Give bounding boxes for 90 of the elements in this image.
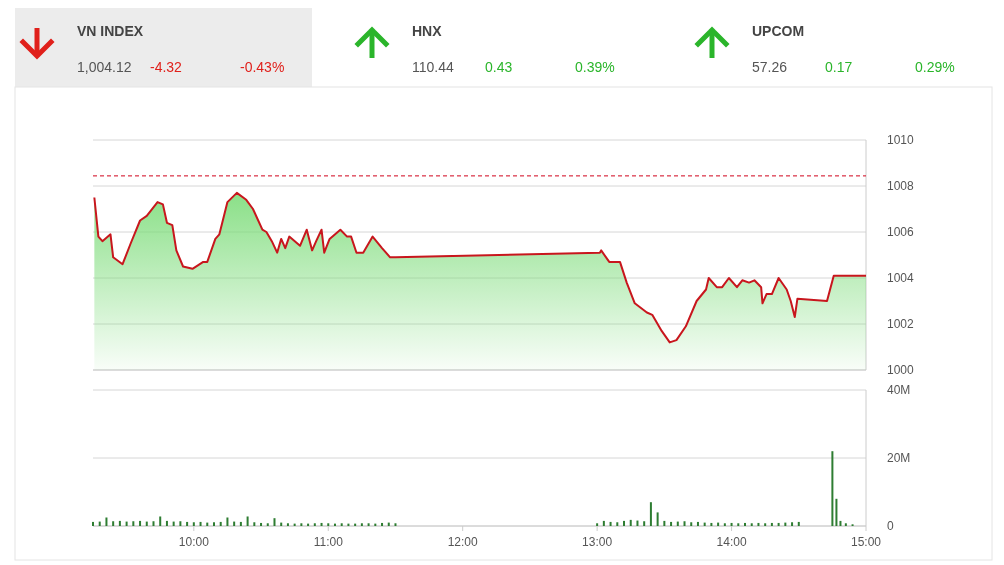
bar	[602, 520, 605, 526]
y-tick-label: 0	[887, 519, 894, 534]
bar	[219, 521, 222, 526]
bar	[340, 523, 343, 526]
bar	[656, 512, 659, 526]
x-tick-label: 11:00	[313, 535, 344, 549]
bar	[186, 521, 189, 526]
bar	[139, 520, 142, 526]
bar	[690, 522, 693, 526]
bar	[246, 516, 249, 526]
x-tick-label: 12:00	[447, 535, 479, 549]
y-tick-label: 1004	[887, 271, 915, 286]
data-label: -0.43%	[240, 59, 285, 75]
y-tick-label: 1010	[887, 133, 915, 148]
category-label: HNX	[412, 23, 443, 39]
bar	[132, 521, 135, 526]
bar	[92, 521, 94, 526]
y-tick-label: 40M	[887, 383, 911, 398]
bar	[764, 523, 767, 526]
bar	[300, 523, 303, 526]
bar	[260, 522, 263, 526]
bar	[723, 523, 726, 526]
bar	[616, 522, 619, 526]
bar	[596, 523, 599, 526]
bar	[750, 523, 753, 526]
text: 110.44	[412, 59, 454, 75]
bar	[273, 518, 276, 526]
bar	[192, 522, 195, 526]
bar	[105, 517, 108, 526]
bar	[839, 520, 842, 526]
x-tick-label: 15:00	[850, 535, 882, 549]
bar	[286, 523, 289, 526]
bar	[159, 516, 162, 526]
bar	[629, 519, 632, 526]
bar	[696, 521, 699, 526]
bar	[266, 523, 269, 526]
bar	[179, 521, 182, 526]
y-tick-label: 1002	[887, 317, 915, 332]
data-label: 0.43	[485, 59, 513, 75]
bar	[744, 522, 747, 526]
y-tick-label: 20M	[887, 451, 911, 466]
bar	[844, 523, 847, 526]
bar	[253, 522, 256, 526]
bar	[360, 523, 363, 526]
bar	[643, 521, 646, 526]
bar	[770, 522, 773, 526]
text: 57.26	[752, 59, 788, 75]
bar	[394, 523, 397, 526]
y-tick-label: 1006	[887, 225, 915, 240]
text: 1,004.12	[77, 59, 132, 75]
bar	[649, 502, 652, 526]
bar	[791, 522, 794, 526]
bar	[165, 520, 168, 526]
bar	[737, 523, 740, 526]
data-label: -4.32	[150, 59, 183, 75]
bar	[112, 521, 115, 526]
bar	[663, 520, 666, 526]
bar	[797, 521, 800, 526]
bar	[623, 520, 626, 526]
bar	[118, 520, 121, 526]
bar	[683, 521, 686, 526]
bar	[199, 521, 202, 526]
bar	[777, 522, 780, 526]
bar	[730, 522, 733, 526]
data-label: 0.17	[825, 59, 853, 75]
y-tick-label: 1008	[887, 179, 915, 194]
bar	[327, 523, 330, 526]
x-tick-label: 10:00	[178, 535, 210, 549]
bar	[226, 517, 229, 526]
bar	[670, 521, 673, 526]
x-tick-label: 13:00	[582, 535, 613, 549]
bar	[239, 521, 242, 526]
bar	[609, 521, 612, 526]
bar	[710, 522, 713, 526]
bar	[212, 522, 215, 526]
category-label: VN INDEX	[77, 23, 144, 39]
bar	[152, 521, 155, 526]
bar	[381, 522, 384, 526]
bar	[831, 451, 834, 526]
x-tick-label: 14:00	[716, 535, 747, 549]
bar	[320, 522, 323, 526]
bar	[835, 498, 838, 526]
data-label: 0.29%	[915, 59, 955, 75]
category-label: UPCOM	[752, 23, 805, 39]
data-label: 0.39%	[575, 59, 615, 75]
bar	[313, 523, 316, 526]
bar	[757, 522, 760, 526]
bar	[636, 520, 639, 526]
bar	[367, 523, 370, 526]
y-tick-label: 1000	[887, 363, 915, 378]
